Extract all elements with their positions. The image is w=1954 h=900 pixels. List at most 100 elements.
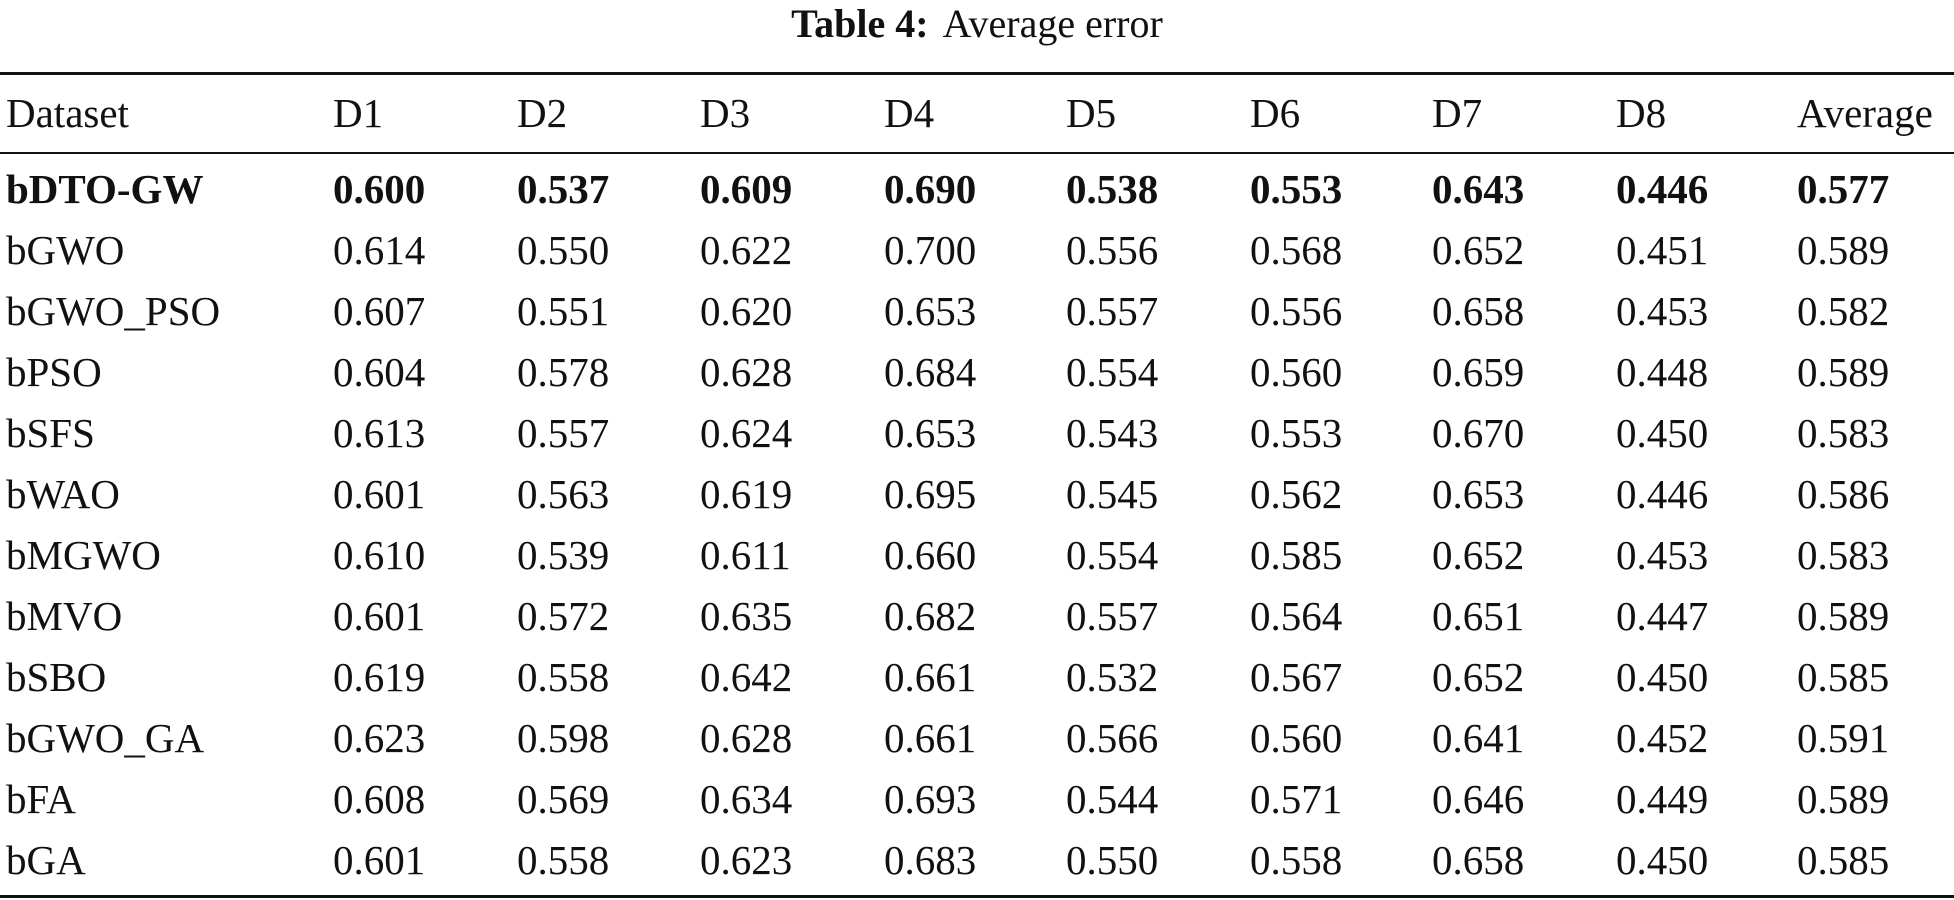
table-cell: 0.558 <box>517 837 610 883</box>
table-row: bSBO 0.619 0.558 0.642 0.661 0.532 0.567… <box>0 647 1954 707</box>
column-header: D5 <box>1066 90 1117 136</box>
table-cell: 0.598 <box>517 715 610 761</box>
table-caption-label: Table 4: <box>791 1 929 46</box>
table-cell: 0.550 <box>517 227 610 273</box>
table-cell: 0.583 <box>1797 532 1890 578</box>
table-cell: 0.577 <box>1797 166 1890 212</box>
table-cell: 0.641 <box>1432 715 1525 761</box>
table-row: bMVO 0.601 0.572 0.635 0.682 0.557 0.564… <box>0 586 1954 646</box>
table-cell: 0.554 <box>1066 349 1159 395</box>
table-cell: 0.661 <box>884 654 977 700</box>
table-cell: 0.543 <box>1066 410 1159 456</box>
table-cell: 0.449 <box>1616 776 1709 822</box>
table-cell: 0.589 <box>1797 349 1890 395</box>
table-cell: 0.613 <box>333 410 426 456</box>
table-cell: bWAO <box>6 471 120 517</box>
table-cell: 0.690 <box>884 166 977 212</box>
table-cell: 0.585 <box>1250 532 1343 578</box>
table-row: bMGWO 0.610 0.539 0.611 0.660 0.554 0.58… <box>0 525 1954 585</box>
table-cell: 0.453 <box>1616 288 1709 334</box>
table-row: bDTO-GW 0.600 0.537 0.609 0.690 0.538 0.… <box>0 159 1954 219</box>
table-cell: bGA <box>6 837 86 883</box>
table-cell: 0.600 <box>333 166 426 212</box>
table-cell: 0.607 <box>333 288 426 334</box>
table-cell: 0.450 <box>1616 654 1709 700</box>
table-cell: 0.583 <box>1797 410 1890 456</box>
table-cell: 0.562 <box>1250 471 1343 517</box>
column-header: D3 <box>700 90 751 136</box>
table-cell: 0.652 <box>1432 227 1525 273</box>
table-cell: bGWO_PSO <box>6 288 221 334</box>
table-top-rule <box>0 72 1954 75</box>
column-header: D6 <box>1250 90 1301 136</box>
table-cell: bPSO <box>6 349 102 395</box>
table-cell: 0.619 <box>333 654 426 700</box>
table-cell: 0.539 <box>517 532 610 578</box>
table-cell: 0.589 <box>1797 227 1890 273</box>
table-cell: 0.653 <box>884 410 977 456</box>
table-cell: 0.682 <box>884 593 977 639</box>
table-cell: 0.609 <box>700 166 793 212</box>
table-cell: 0.642 <box>700 654 793 700</box>
table-row: bWAO 0.601 0.563 0.619 0.695 0.545 0.562… <box>0 464 1954 524</box>
table-cell: 0.446 <box>1616 166 1709 212</box>
table-cell: 0.601 <box>333 593 426 639</box>
table-cell: 0.563 <box>517 471 610 517</box>
table-cell: 0.551 <box>517 288 610 334</box>
table-row: bGWO_PSO 0.607 0.551 0.620 0.653 0.557 0… <box>0 281 1954 341</box>
table-cell: 0.591 <box>1797 715 1890 761</box>
table-cell: bMGWO <box>6 532 161 578</box>
table-cell: 0.610 <box>333 532 426 578</box>
table-cell: 0.611 <box>700 532 791 578</box>
column-header: D4 <box>884 90 935 136</box>
table-cell: 0.622 <box>700 227 793 273</box>
table-cell: 0.556 <box>1066 227 1159 273</box>
table-header-row: Dataset D1 D2 D3 D4 D5 D6 D7 D8 Average <box>0 83 1954 143</box>
table-cell: 0.661 <box>884 715 977 761</box>
table-cell: 0.653 <box>884 288 977 334</box>
table-cell: 0.614 <box>333 227 426 273</box>
column-header: D8 <box>1616 90 1667 136</box>
table-cell: 0.695 <box>884 471 977 517</box>
table-cell: 0.660 <box>884 532 977 578</box>
table-cell: 0.572 <box>517 593 610 639</box>
table-cell: 0.700 <box>884 227 977 273</box>
table-cell: 0.578 <box>517 349 610 395</box>
table-cell: 0.557 <box>1066 288 1159 334</box>
table-cell: 0.558 <box>517 654 610 700</box>
table-cell: 0.585 <box>1797 654 1890 700</box>
table-cell: 0.585 <box>1797 837 1890 883</box>
table-cell: bGWO_GA <box>6 715 205 761</box>
table-cell: 0.683 <box>884 837 977 883</box>
table-cell: 0.550 <box>1066 837 1159 883</box>
table-cell: 0.447 <box>1616 593 1709 639</box>
table-cell: 0.652 <box>1432 532 1525 578</box>
table-cell: 0.601 <box>333 471 426 517</box>
table-cell: bMVO <box>6 593 123 639</box>
table-cell: 0.450 <box>1616 410 1709 456</box>
table-cell: 0.537 <box>517 166 610 212</box>
table-cell: bSBO <box>6 654 107 700</box>
table-cell: 0.623 <box>333 715 426 761</box>
column-header: D2 <box>517 90 568 136</box>
table-cell: 0.545 <box>1066 471 1159 517</box>
table-row: bGWO_GA 0.623 0.598 0.628 0.661 0.566 0.… <box>0 708 1954 768</box>
table-cell: 0.586 <box>1797 471 1890 517</box>
table-cell: 0.628 <box>700 349 793 395</box>
table-cell: 0.693 <box>884 776 977 822</box>
table-row: bPSO 0.604 0.578 0.628 0.684 0.554 0.560… <box>0 342 1954 402</box>
table-cell: 0.538 <box>1066 166 1159 212</box>
column-header: Average <box>1797 90 1933 136</box>
table-cell: 0.619 <box>700 471 793 517</box>
table-cell: 0.620 <box>700 288 793 334</box>
table-cell: 0.628 <box>700 715 793 761</box>
table-cell: 0.556 <box>1250 288 1343 334</box>
table-row: bFA 0.608 0.569 0.634 0.693 0.544 0.571 … <box>0 769 1954 829</box>
table-cell: 0.643 <box>1432 166 1525 212</box>
table-cell: 0.582 <box>1797 288 1890 334</box>
table-row: bGWO 0.614 0.550 0.622 0.700 0.556 0.568… <box>0 220 1954 280</box>
table-cell: 0.532 <box>1066 654 1159 700</box>
table-cell: bDTO-GW <box>6 166 204 212</box>
table-cell: 0.684 <box>884 349 977 395</box>
table-cell: 0.452 <box>1616 715 1709 761</box>
